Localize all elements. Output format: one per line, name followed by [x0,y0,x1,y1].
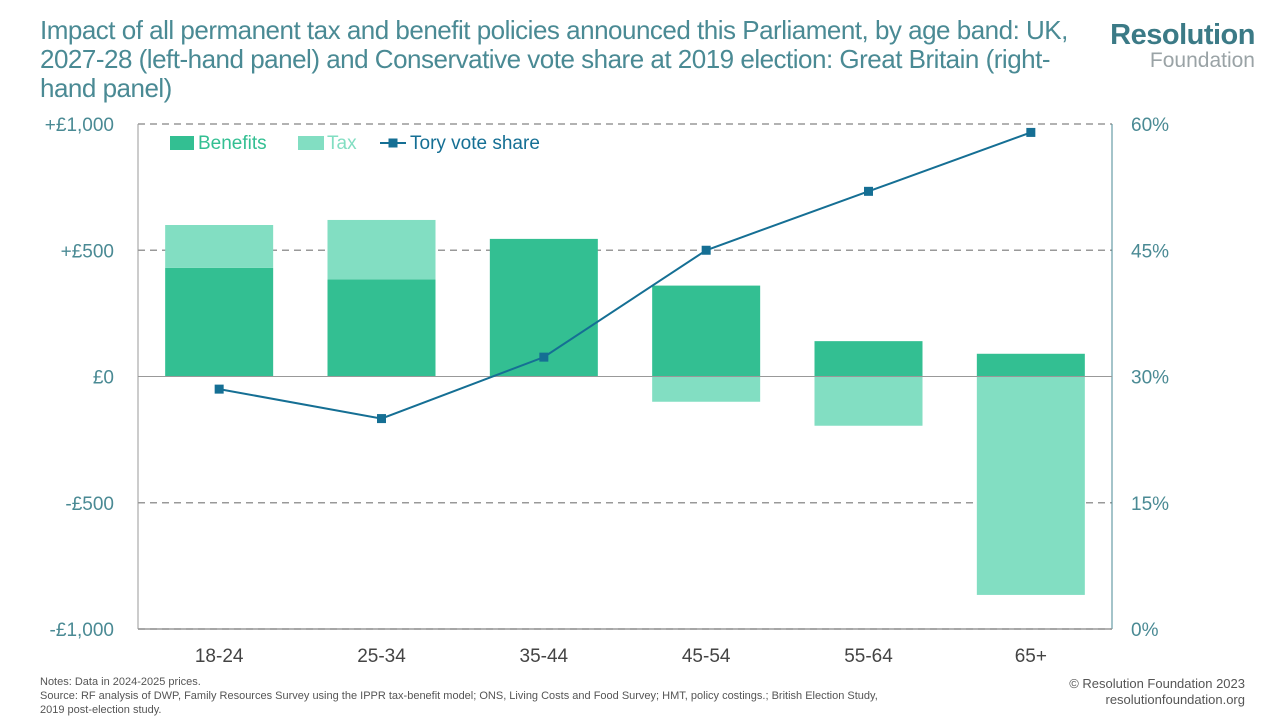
right-tick-label: 60% [1131,115,1169,136]
left-tick-label: £0 [93,368,114,389]
tax-bar [814,376,923,426]
right-tick-label: 15% [1131,494,1169,515]
vote-share-marker [377,414,386,424]
left-tick-label: -£1,000 [50,620,114,641]
benefits-bar [165,267,274,377]
x-tick-label: 35-44 [520,646,569,667]
logo-line2: Foundation [1149,49,1255,72]
x-tick-label: 25-34 [357,646,406,667]
right-tick-label: 45% [1131,241,1169,262]
x-tick-label: 55-64 [844,646,893,667]
logo-line1: Resolution [1110,19,1255,51]
x-tick-label: 18-24 [195,646,244,667]
vote-share-marker [539,352,549,362]
tax-bar [327,219,436,280]
vote-share-marker [701,245,711,255]
vote-share-line [218,131,1032,420]
right-tick-label: 0% [1131,620,1159,641]
left-tick-label: -£500 [65,494,114,515]
left-tick-label: +£1,000 [45,115,114,136]
legend-tax-label: Tax [327,133,357,154]
tax-bar [976,376,1085,595]
benefits-bar [814,341,923,377]
vote-share-marker [214,384,224,394]
notes-line1: Notes: Data in 2024-2025 prices. [40,676,201,688]
copyright-line1: © Resolution Foundation 2023 [1069,676,1245,691]
vote-share-marker [864,186,873,196]
tax-bar [165,225,274,268]
copyright-line2: resolutionfoundation.org [1105,692,1246,707]
legend-line-label: Tory vote share [410,133,540,154]
x-tick-label: 45-54 [682,646,731,667]
copyright: © Resolution Foundation 2023 resolutionf… [1069,676,1245,708]
chart-title: Impact of all permanent tax and benefit … [40,15,1068,103]
benefits-bar [976,353,1085,377]
notes-line2: Source: RF analysis of DWP, Family Resou… [40,690,878,702]
notes: Notes: Data in 2024-2025 prices. Source:… [40,675,878,717]
legend-line-marker [388,138,398,148]
legend-tax-swatch [298,136,324,150]
resolution-foundation-logo: Resolution Foundation [1110,20,1255,72]
left-tick-label: +£500 [61,241,114,262]
legend-benefits-swatch [170,136,194,150]
legend-benefits-label: Benefits [198,133,267,154]
x-tick-label: 65+ [1015,646,1047,667]
tax-bar [652,376,761,402]
benefits-bar [652,285,761,377]
vote-share-marker [1026,127,1036,137]
notes-line3: 2019 post-election study. [40,704,162,716]
right-tick-label: 30% [1131,368,1169,389]
benefits-bar [327,279,436,377]
